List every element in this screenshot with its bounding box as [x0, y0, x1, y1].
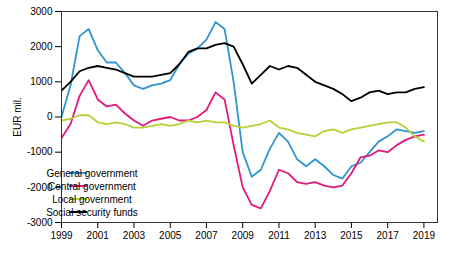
- svg-text:3000: 3000: [30, 6, 53, 17]
- svg-text:EUR mil.: EUR mil.: [12, 97, 23, 136]
- svg-text:2009: 2009: [232, 230, 255, 241]
- svg-text:-2000: -2000: [26, 181, 53, 193]
- svg-text:0: 0: [47, 111, 53, 122]
- svg-text:2003: 2003: [123, 230, 146, 241]
- svg-text:Central government: Central government: [48, 181, 136, 192]
- svg-text:1000: 1000: [30, 76, 53, 87]
- svg-text:2019: 2019: [413, 230, 436, 241]
- svg-text:-1000: -1000: [27, 146, 53, 157]
- svg-text:2015: 2015: [340, 230, 363, 241]
- svg-text:2013: 2013: [304, 230, 327, 241]
- svg-text:-3000: -3000: [27, 217, 53, 228]
- svg-text:2000: 2000: [30, 41, 53, 52]
- svg-text:Local government: Local government: [52, 194, 132, 205]
- svg-text:Social security funds: Social security funds: [46, 207, 138, 218]
- svg-text:2005: 2005: [159, 230, 182, 241]
- svg-text:2017: 2017: [377, 230, 400, 241]
- svg-text:2007: 2007: [195, 230, 218, 241]
- svg-text:1999: 1999: [50, 230, 73, 241]
- svg-text:2001: 2001: [87, 230, 110, 241]
- svg-text:General government: General government: [46, 168, 137, 179]
- svg-text:2011: 2011: [268, 230, 290, 241]
